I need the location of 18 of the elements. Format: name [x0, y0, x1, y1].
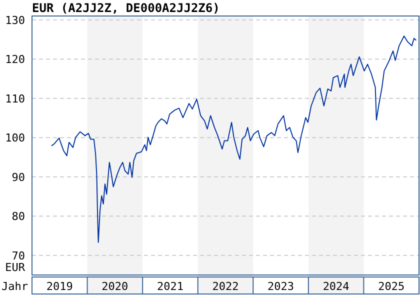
x-axis-title: Jahr [2, 280, 28, 293]
y-tick-label: 100 [5, 132, 25, 145]
y-tick-label: 130 [5, 14, 25, 27]
x-tick-label: 2021 [156, 280, 184, 293]
y-tick-label: 110 [5, 92, 25, 106]
chart-title: EUR (A2JJ2Z, DE000A2JJ2Z6) [32, 1, 220, 15]
x-tick-label: 2019 [46, 280, 73, 293]
y-tick-label: 120 [5, 53, 25, 66]
x-tick-label: 2022 [212, 280, 239, 293]
line-series [50, 36, 417, 243]
y-axis-title: EUR [5, 261, 26, 274]
x-tick-label: 2023 [268, 280, 294, 293]
x-tick-label: 2024 [322, 280, 350, 293]
x-tick-label: 2025 [378, 280, 405, 293]
y-tick-label: 70 [12, 249, 25, 262]
x-tick-label: 2020 [102, 280, 128, 293]
y-tick-label: 90 [12, 170, 25, 184]
y-tick-label: 80 [12, 210, 25, 224]
